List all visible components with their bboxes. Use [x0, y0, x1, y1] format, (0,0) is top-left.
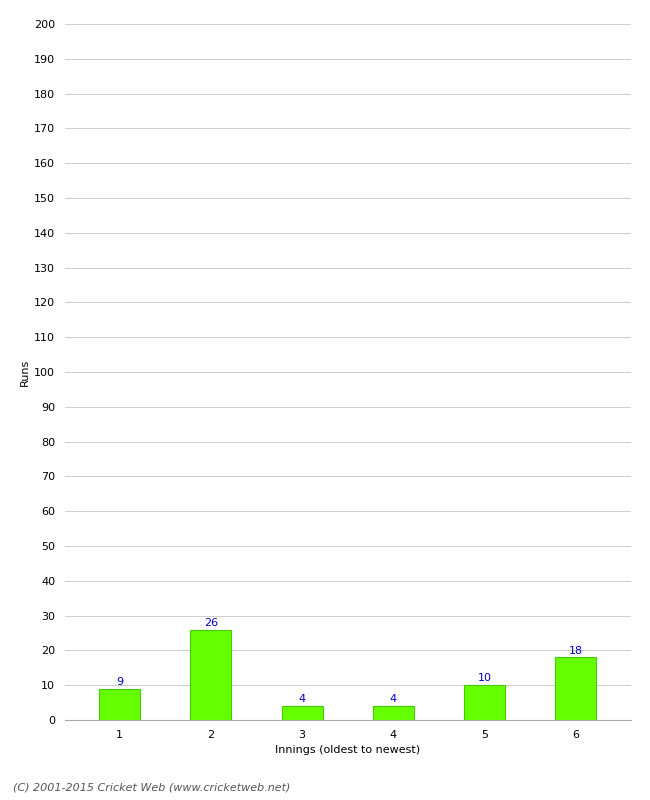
- Bar: [99, 689, 140, 720]
- Y-axis label: Runs: Runs: [20, 358, 30, 386]
- Text: 4: 4: [298, 694, 306, 704]
- X-axis label: Innings (oldest to newest): Innings (oldest to newest): [275, 746, 421, 755]
- Bar: [281, 706, 322, 720]
- Text: (C) 2001-2015 Cricket Web (www.cricketweb.net): (C) 2001-2015 Cricket Web (www.cricketwe…: [13, 782, 291, 792]
- Bar: [464, 685, 505, 720]
- Text: 18: 18: [569, 646, 583, 656]
- Bar: [190, 630, 231, 720]
- Text: 10: 10: [478, 674, 491, 683]
- Text: 9: 9: [116, 677, 124, 687]
- Bar: [373, 706, 414, 720]
- Text: 26: 26: [204, 618, 218, 628]
- Text: 4: 4: [390, 694, 397, 704]
- Bar: [555, 658, 596, 720]
